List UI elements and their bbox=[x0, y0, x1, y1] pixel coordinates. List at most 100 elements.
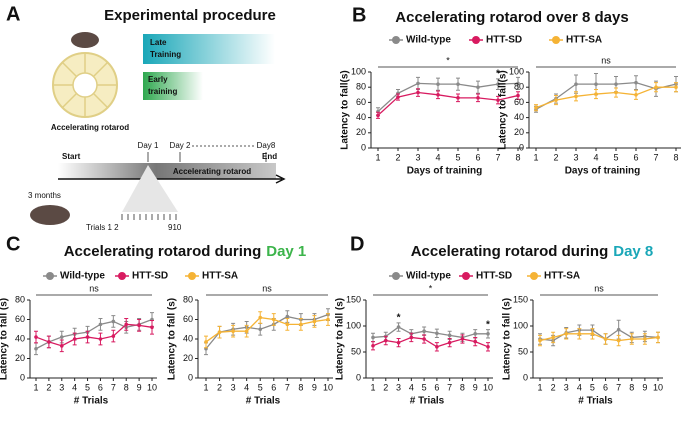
x-tick-label: 10 bbox=[653, 382, 663, 392]
data-point bbox=[111, 334, 116, 338]
panel-label: D bbox=[350, 233, 364, 255]
y-tick-label: 0 bbox=[356, 372, 361, 382]
late-training-line: Late bbox=[150, 38, 167, 47]
data-point bbox=[447, 340, 452, 345]
data-point bbox=[271, 317, 276, 322]
x-tick-label: 10 bbox=[147, 382, 157, 392]
data-point bbox=[590, 332, 595, 336]
legend-label: HTT-SA bbox=[544, 271, 580, 282]
data-point bbox=[285, 314, 290, 319]
point-annotation: * bbox=[496, 68, 500, 79]
x-tick-label: 8 bbox=[124, 382, 129, 392]
title-highlight: Day 8 bbox=[613, 243, 653, 260]
legend-marker bbox=[472, 36, 480, 44]
legend-marker bbox=[530, 272, 538, 280]
y-tick-label: 0 bbox=[20, 372, 25, 382]
data-point bbox=[629, 337, 634, 341]
x-tick-label: 6 bbox=[603, 382, 608, 392]
panel-label: B bbox=[352, 4, 366, 26]
x-tick-label: 10 bbox=[483, 382, 493, 392]
y-tick-label: 60 bbox=[356, 97, 366, 107]
data-point bbox=[396, 325, 401, 329]
legend-label: HTT-SA bbox=[202, 271, 238, 282]
data-point bbox=[396, 340, 401, 345]
start-label: Start bbox=[62, 152, 81, 161]
data-point bbox=[326, 317, 330, 322]
data-point bbox=[614, 90, 618, 95]
data-point bbox=[422, 329, 426, 334]
legend-label: Wild-type bbox=[60, 271, 105, 282]
data-point bbox=[564, 332, 569, 336]
data-point bbox=[217, 330, 222, 334]
significance-label: * bbox=[429, 283, 433, 293]
y-tick-label: 40 bbox=[15, 333, 25, 343]
day-label: Day8 bbox=[257, 141, 276, 150]
x-axis-title: Days of training bbox=[565, 166, 641, 177]
significance-label: ns bbox=[89, 283, 99, 293]
data-point bbox=[436, 93, 440, 97]
x-tick-label: 4 bbox=[72, 382, 77, 392]
data-point bbox=[476, 96, 480, 100]
data-point bbox=[473, 332, 478, 336]
x-tick-label: 8 bbox=[298, 382, 303, 392]
data-point bbox=[383, 338, 388, 343]
legend-marker bbox=[392, 36, 400, 44]
legend-marker bbox=[118, 272, 126, 280]
series-line bbox=[539, 333, 659, 342]
x-tick-label: 1 bbox=[370, 382, 375, 392]
legend-marker bbox=[188, 272, 196, 280]
data-point bbox=[674, 85, 678, 89]
x-tick-label: 5 bbox=[422, 382, 427, 392]
x-tick-label: 8 bbox=[673, 152, 678, 162]
data-point bbox=[72, 337, 77, 341]
point-annotation: * bbox=[397, 313, 401, 324]
data-point bbox=[436, 82, 440, 86]
series-line bbox=[205, 316, 329, 343]
age-label: 3 months bbox=[28, 191, 61, 200]
title-text: Accelerating rotarod during bbox=[411, 243, 609, 260]
x-tick-label: 7 bbox=[616, 382, 621, 392]
x-tick-label: 5 bbox=[85, 382, 90, 392]
data-point bbox=[312, 319, 317, 324]
x-tick-label: 5 bbox=[590, 382, 595, 392]
series-line bbox=[205, 314, 329, 350]
x-tick-label: 7 bbox=[285, 382, 290, 392]
x-axis-title: # Trials bbox=[578, 396, 613, 407]
data-point bbox=[538, 338, 542, 343]
x-tick-label: 1 bbox=[203, 382, 208, 392]
y-axis-title: Latency to fall (s) bbox=[167, 298, 178, 380]
data-point bbox=[416, 90, 420, 95]
data-point bbox=[258, 315, 263, 320]
y-tick-label: 100 bbox=[513, 320, 528, 330]
x-tick-label: 3 bbox=[564, 382, 569, 392]
y-tick-label: 40 bbox=[356, 112, 366, 122]
early-training-line: training bbox=[148, 87, 177, 96]
x-tick-label: 8 bbox=[460, 382, 465, 392]
wheel-spokes bbox=[53, 53, 117, 117]
series-line bbox=[377, 82, 519, 113]
legend-label: HTT-SD bbox=[486, 35, 522, 46]
y-tick-label: 150 bbox=[513, 294, 528, 304]
data-point bbox=[456, 82, 460, 86]
y-tick-label: 40 bbox=[514, 112, 524, 122]
y-axis-title: Latency to fall(s) bbox=[340, 70, 351, 149]
title-text: Accelerating rotarod during bbox=[64, 243, 262, 260]
data-point bbox=[435, 331, 439, 336]
y-tick-label: 50 bbox=[351, 346, 361, 356]
data-point bbox=[111, 319, 116, 324]
data-point bbox=[456, 96, 460, 100]
legend-marker bbox=[392, 272, 400, 280]
y-tick-label: 80 bbox=[514, 82, 524, 92]
x-tick-label: 2 bbox=[46, 382, 51, 392]
data-point bbox=[285, 322, 290, 327]
data-point bbox=[85, 335, 90, 339]
data-point bbox=[656, 335, 660, 340]
legend-label: HTT-SA bbox=[566, 35, 602, 46]
data-point bbox=[447, 333, 452, 338]
data-point bbox=[371, 335, 375, 340]
y-tick-label: 20 bbox=[15, 353, 25, 363]
series-line bbox=[377, 91, 519, 116]
y-axis-title: Latency to fall (s) bbox=[335, 298, 346, 380]
significance-label: ns bbox=[601, 55, 611, 65]
data-point bbox=[258, 327, 263, 332]
